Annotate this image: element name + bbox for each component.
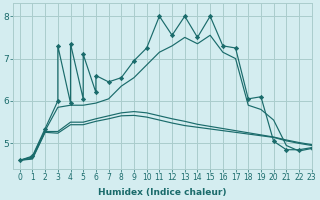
X-axis label: Humidex (Indice chaleur): Humidex (Indice chaleur) — [98, 188, 227, 197]
